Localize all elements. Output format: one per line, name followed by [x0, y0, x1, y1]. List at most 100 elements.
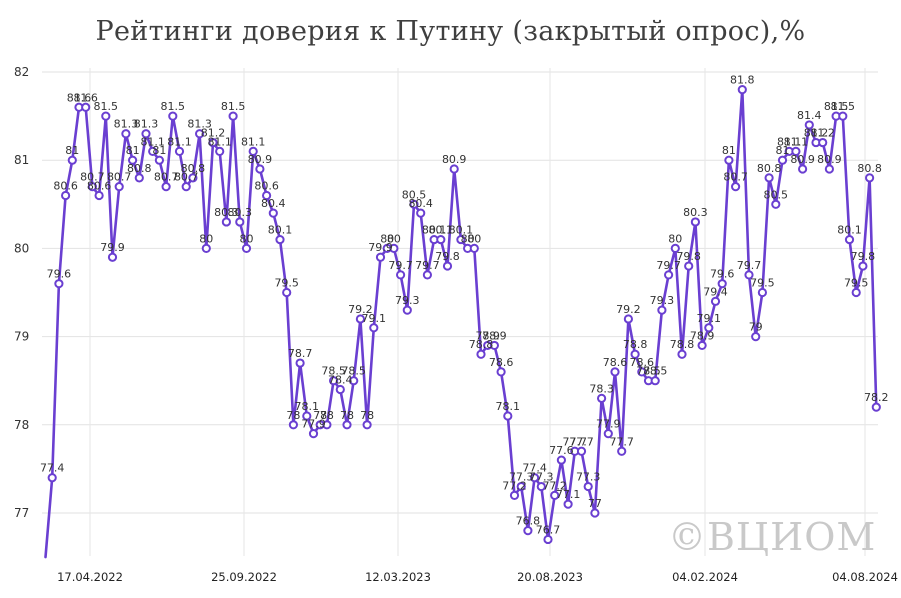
data-label: 81: [126, 144, 140, 157]
data-point: [282, 287, 292, 298]
data-label: 81.4: [797, 109, 822, 122]
data-point: [777, 155, 788, 165]
data-point: [302, 411, 312, 421]
data-label: 80.6: [87, 179, 112, 192]
data-point: [851, 287, 861, 298]
data-point: [94, 190, 104, 201]
data-label: 80.1: [449, 224, 474, 237]
data-label: 81.3: [114, 118, 139, 131]
y-tick-label-79: 79: [14, 330, 29, 344]
data-label: 79.6: [47, 268, 72, 281]
data-point: [865, 173, 875, 183]
data-label: 81.8: [730, 74, 755, 87]
data-label: 78.1: [496, 400, 521, 413]
data-point: [503, 411, 513, 421]
data-point: [637, 367, 647, 377]
data-point: [704, 323, 714, 333]
data-label: 80.9: [790, 153, 815, 166]
data-label: 79.5: [750, 277, 775, 290]
data-label: 79: [749, 321, 763, 334]
data-label: 79.3: [650, 294, 675, 307]
data-point: [469, 243, 479, 253]
data-point: [47, 473, 57, 483]
data-point: [664, 270, 674, 280]
data-point: [844, 234, 855, 245]
data-label: 81.1: [784, 135, 809, 148]
data-label: 79.3: [395, 294, 420, 307]
data-point: [322, 420, 332, 430]
data-point: [174, 146, 185, 156]
data-label: 81: [152, 144, 166, 157]
data-label: 78.9: [475, 329, 500, 342]
data-label: 80: [387, 232, 401, 245]
data-point: [476, 349, 486, 359]
data-point: [556, 455, 567, 465]
data-label: 80.7: [107, 171, 132, 184]
data-point: [215, 146, 225, 156]
data-label: 80.8: [127, 162, 152, 175]
data-point: [523, 526, 533, 536]
data-point: [657, 305, 667, 315]
data-label: 81.3: [187, 118, 212, 131]
data-label: 81: [65, 144, 79, 157]
data-point: [422, 270, 432, 280]
data-label: 80.5: [402, 188, 427, 201]
data-label: 80: [461, 232, 475, 245]
data-point: [791, 146, 801, 156]
x-tick-label: 04.02.2024: [672, 570, 738, 584]
data-label: 80.1: [429, 224, 454, 237]
data-label: 78.8: [623, 338, 648, 351]
data-point: [262, 190, 272, 201]
data-label: 79.5: [274, 277, 299, 290]
x-tick-label: 20.08.2023: [517, 570, 583, 584]
data-point: [342, 420, 352, 430]
data-label: 78.5: [341, 365, 366, 378]
data-label: 79.7: [656, 259, 681, 272]
data-label: 78: [313, 409, 327, 422]
data-label: 80.7: [723, 171, 748, 184]
data-label: 80: [668, 232, 682, 245]
data-label: 78: [360, 409, 374, 422]
data-label: 77.2: [502, 479, 527, 492]
data-label: 77.7: [569, 435, 594, 448]
data-point: [308, 429, 319, 439]
data-point: [288, 420, 298, 430]
data-point: [255, 164, 265, 174]
data-label: 79.8: [851, 250, 876, 263]
data-label: 78.8: [670, 338, 695, 351]
data-point: [590, 508, 600, 518]
x-tick-label: 25.09.2022: [211, 570, 277, 584]
data-label: 79.1: [697, 312, 722, 325]
data-point: [670, 243, 680, 253]
data-point: [235, 217, 245, 227]
data-point: [436, 234, 446, 245]
data-label: 80.8: [857, 162, 882, 175]
data-label: 81.5: [94, 100, 119, 113]
data-point: [54, 279, 64, 289]
data-point: [168, 111, 178, 121]
data-label: 77.3: [509, 471, 534, 484]
data-point: [114, 182, 124, 192]
data-point: [583, 481, 593, 492]
data-point: [630, 349, 640, 359]
data-label: 77.4: [40, 462, 65, 475]
data-point: [603, 429, 613, 439]
data-label: 80.1: [837, 224, 862, 237]
y-tick-label-82: 82: [14, 65, 29, 79]
data-label: 78.4: [328, 374, 353, 387]
data-point: [623, 314, 634, 324]
data-point: [731, 182, 741, 192]
data-point: [744, 270, 754, 280]
data-point: [402, 305, 412, 315]
data-point: [201, 243, 211, 253]
data-point: [241, 243, 252, 253]
data-label: 81.6: [73, 91, 98, 104]
data-label: 77.3: [576, 471, 601, 484]
data-label: 81.1: [207, 135, 232, 148]
data-point: [610, 367, 620, 377]
x-tick-label: 12.03.2023: [365, 570, 431, 584]
data-label: 79.2: [348, 303, 373, 316]
data-label: 80.6: [254, 179, 279, 192]
data-label: 78.5: [643, 365, 668, 378]
data-point: [442, 261, 453, 271]
